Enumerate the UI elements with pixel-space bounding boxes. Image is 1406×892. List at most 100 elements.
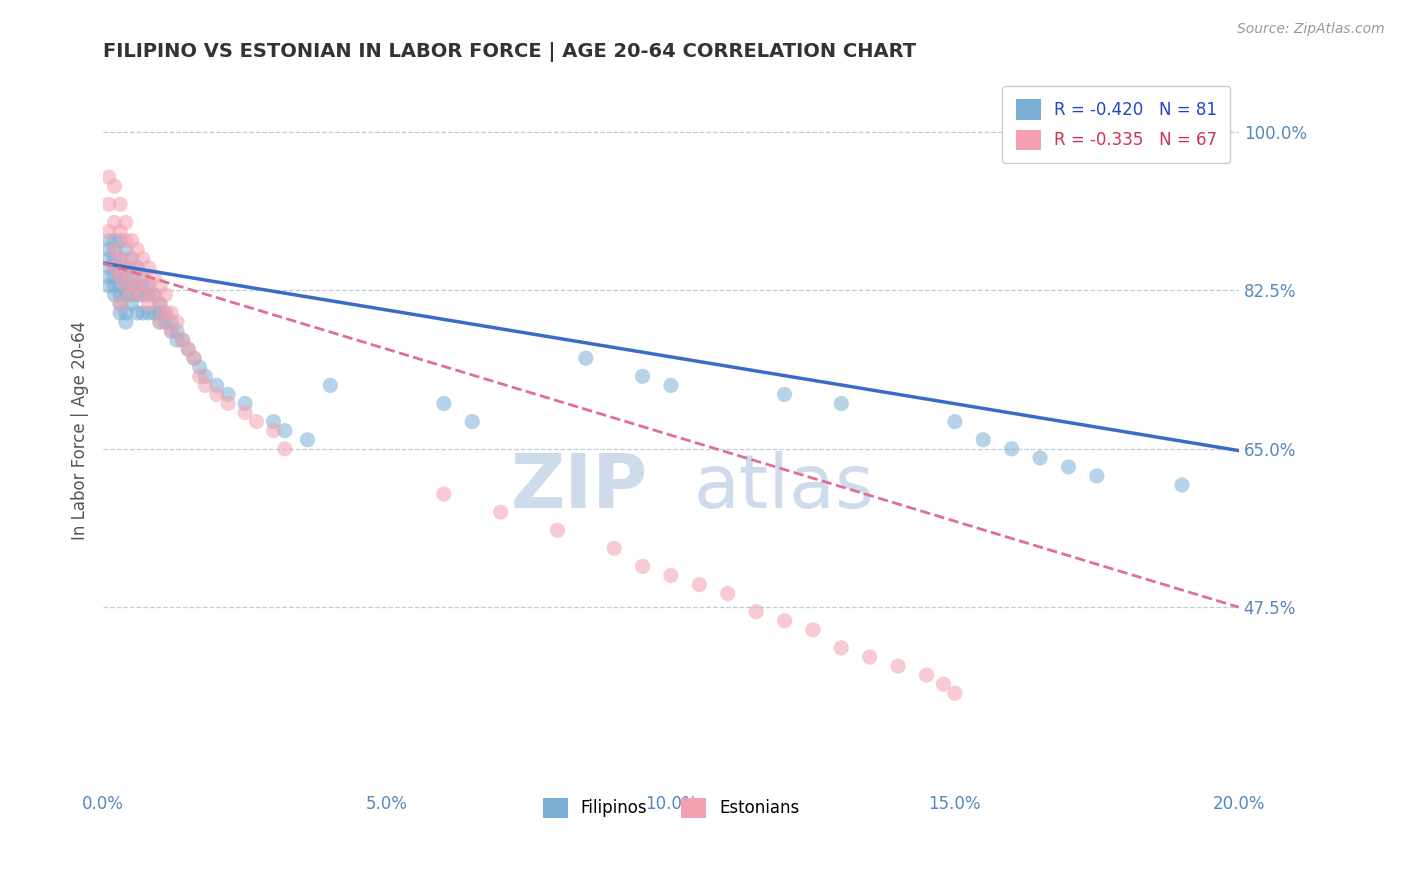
Point — [97, 260, 120, 275]
Text: atlas: atlas — [693, 450, 875, 524]
Point — [103, 269, 125, 284]
Point — [115, 306, 138, 320]
Point — [127, 243, 149, 257]
Point — [97, 170, 120, 185]
Point — [127, 260, 149, 275]
Point — [121, 234, 143, 248]
Point — [943, 686, 966, 700]
Point — [160, 324, 183, 338]
Point — [97, 243, 120, 257]
Point — [263, 424, 285, 438]
Point — [127, 288, 149, 302]
Point — [115, 234, 138, 248]
Point — [108, 252, 131, 266]
Point — [773, 387, 796, 401]
Point — [972, 433, 994, 447]
Point — [132, 288, 155, 302]
Point — [433, 396, 456, 410]
Point — [127, 278, 149, 293]
Point — [194, 369, 217, 384]
Point — [1057, 459, 1080, 474]
Point — [103, 260, 125, 275]
Point — [108, 269, 131, 284]
Point — [132, 269, 155, 284]
Point — [127, 306, 149, 320]
Point — [132, 288, 155, 302]
Point — [97, 269, 120, 284]
Point — [932, 677, 955, 691]
Point — [205, 387, 228, 401]
Point — [143, 288, 166, 302]
Point — [115, 269, 138, 284]
Point — [1171, 478, 1194, 492]
Point — [108, 297, 131, 311]
Point — [155, 306, 177, 320]
Point — [205, 378, 228, 392]
Text: Source: ZipAtlas.com: Source: ZipAtlas.com — [1237, 22, 1385, 37]
Legend: Filipinos, Estonians: Filipinos, Estonians — [536, 791, 806, 825]
Point — [115, 278, 138, 293]
Point — [108, 269, 131, 284]
Point — [103, 179, 125, 194]
Point — [127, 260, 149, 275]
Point — [143, 288, 166, 302]
Point — [830, 396, 852, 410]
Point — [103, 288, 125, 302]
Point — [97, 225, 120, 239]
Point — [155, 315, 177, 329]
Point — [115, 315, 138, 329]
Point — [108, 197, 131, 211]
Point — [717, 586, 740, 600]
Point — [461, 415, 484, 429]
Point — [801, 623, 824, 637]
Point — [108, 234, 131, 248]
Point — [138, 306, 160, 320]
Point — [659, 378, 682, 392]
Point — [915, 668, 938, 682]
Point — [103, 260, 125, 275]
Point — [217, 387, 239, 401]
Point — [121, 278, 143, 293]
Point — [115, 260, 138, 275]
Point — [149, 278, 172, 293]
Point — [108, 288, 131, 302]
Point — [108, 260, 131, 275]
Point — [745, 605, 768, 619]
Point — [121, 269, 143, 284]
Point — [138, 278, 160, 293]
Y-axis label: In Labor Force | Age 20-64: In Labor Force | Age 20-64 — [72, 321, 89, 541]
Point — [115, 288, 138, 302]
Point — [115, 278, 138, 293]
Point — [97, 252, 120, 266]
Point — [149, 315, 172, 329]
Point — [830, 640, 852, 655]
Point — [121, 269, 143, 284]
Point — [103, 215, 125, 229]
Point — [108, 297, 131, 311]
Point — [132, 269, 155, 284]
Point — [166, 315, 188, 329]
Point — [887, 659, 910, 673]
Point — [1085, 469, 1108, 483]
Point — [108, 278, 131, 293]
Point — [297, 433, 319, 447]
Point — [943, 415, 966, 429]
Point — [160, 315, 183, 329]
Point — [160, 306, 183, 320]
Point — [132, 306, 155, 320]
Point — [121, 252, 143, 266]
Point — [138, 260, 160, 275]
Text: ZIP: ZIP — [510, 450, 648, 524]
Point — [166, 333, 188, 347]
Point — [103, 243, 125, 257]
Point — [489, 505, 512, 519]
Point — [97, 197, 120, 211]
Point — [132, 278, 155, 293]
Point — [108, 306, 131, 320]
Point — [143, 269, 166, 284]
Point — [233, 396, 256, 410]
Point — [688, 577, 710, 591]
Point — [115, 260, 138, 275]
Point — [172, 333, 194, 347]
Point — [1001, 442, 1024, 456]
